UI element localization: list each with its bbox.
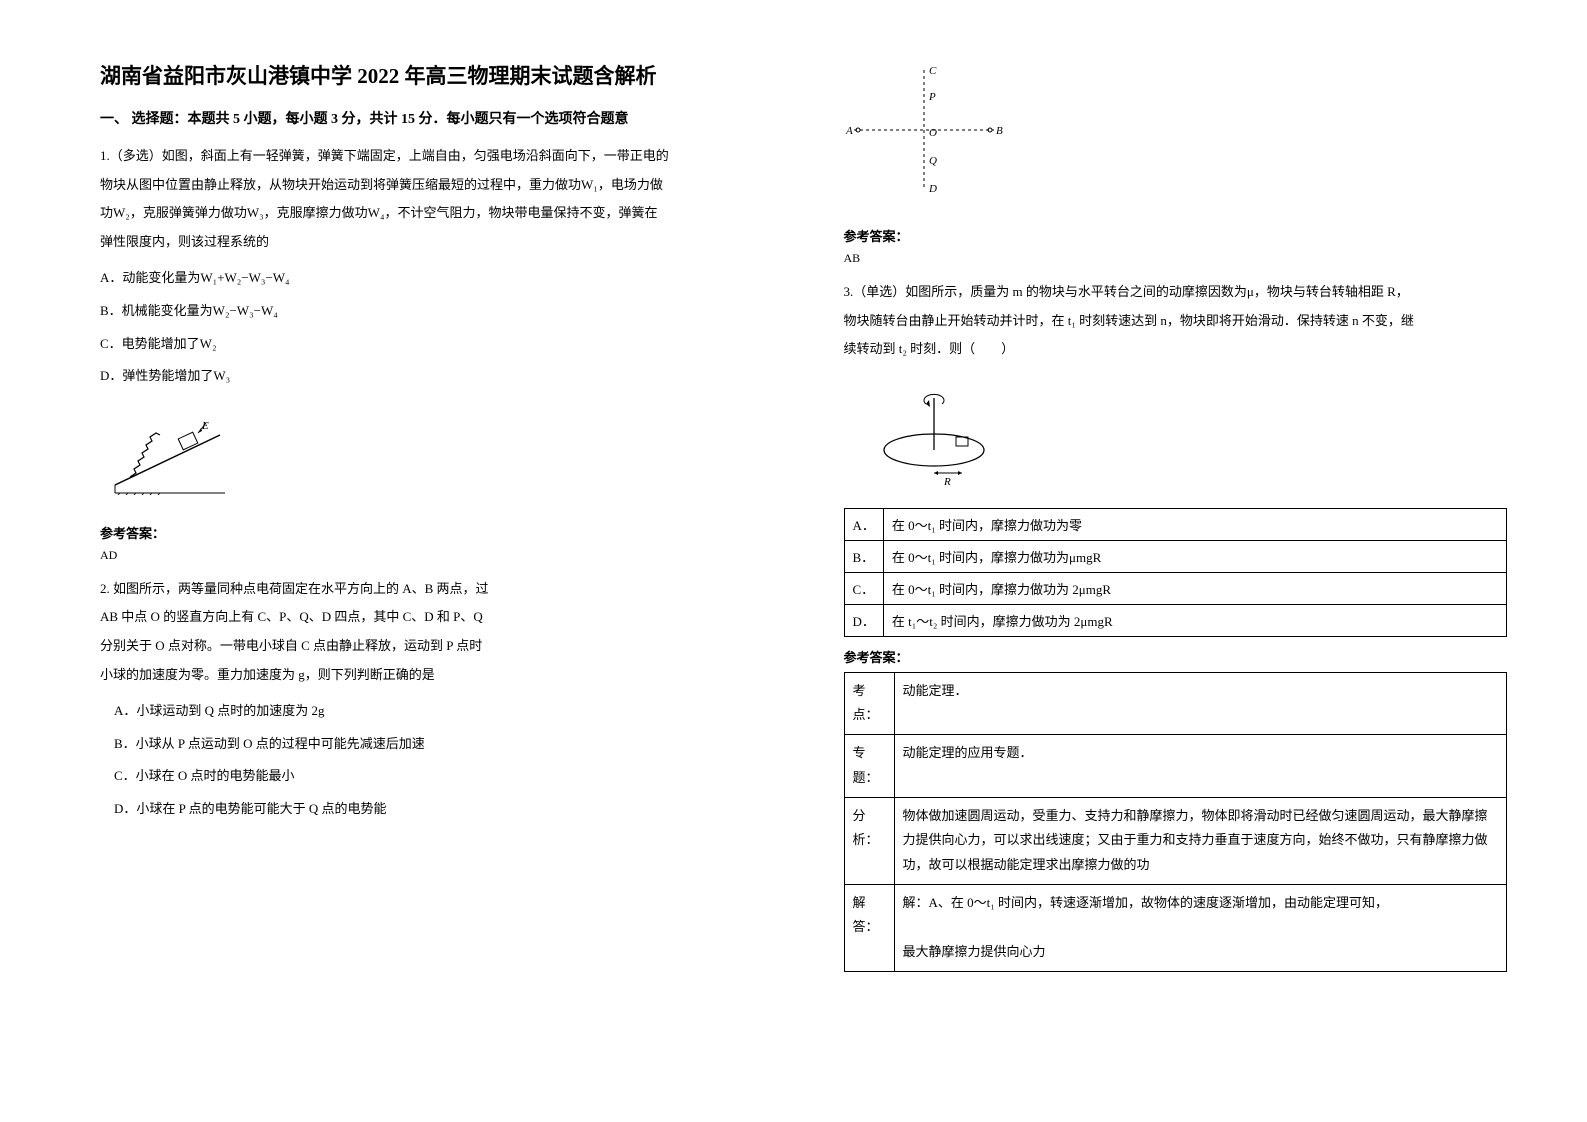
q3-analysis-table: 考点：动能定理． 专题：动能定理的应用专题． 分析：物体做加速圆周运动，受重力、… bbox=[844, 672, 1508, 972]
q1-option-c: C．电势能增加了W₂ bbox=[100, 330, 764, 359]
q3-stem: 3.（单选）如图所示，质量为 m 的物块与水平转台之间的动摩擦因数为μ，物块与转… bbox=[844, 278, 1508, 364]
label-A: A bbox=[845, 125, 853, 137]
label-O: O bbox=[929, 127, 937, 139]
q1-line1: 1.（多选）如图，斜面上有一轻弹簧，弹簧下端固定，上端自由，匀强电场沿斜面向下，… bbox=[100, 148, 669, 163]
q1-line3c: ，克服摩擦力做功 bbox=[264, 205, 368, 220]
q1-line2a: 物块从图中位置由静止释放，从物块开始运动到将弹簧压缩最短的过程中，重力做功 bbox=[100, 177, 581, 192]
q1-line3a: 功 bbox=[100, 205, 113, 220]
label-P: P bbox=[928, 91, 936, 103]
q3-options-table: A．在 0～t₁ 时间内，摩擦力做功为零 B．在 0～t₁ 时间内，摩擦力做功为… bbox=[844, 508, 1508, 637]
q2-diagram: A B C P O Q D bbox=[844, 60, 1004, 200]
row-header: 考点： bbox=[844, 672, 894, 734]
row-body: 解：A、在 0～t₁ 时间内，转速逐渐增加，故物体的速度逐渐增加，由动能定理可知… bbox=[894, 884, 1507, 971]
table-row: 解答：解：A、在 0～t₁ 时间内，转速逐渐增加，故物体的速度逐渐增加，由动能定… bbox=[844, 884, 1507, 971]
opt-label: C． bbox=[844, 572, 883, 604]
row-header: 解答： bbox=[844, 884, 894, 971]
row-body: 动能定理． bbox=[894, 672, 1507, 734]
row-header: 分析： bbox=[844, 797, 894, 884]
label-B: B bbox=[996, 125, 1003, 137]
q3-diagram: R bbox=[874, 380, 994, 490]
q2-l3: 分别关于 O 点对称。一带电小球自 C 点由静止释放，运动到 P 点时 bbox=[100, 638, 482, 653]
row-body: 动能定理的应用专题． bbox=[894, 735, 1507, 797]
q1-line3d: ，不计空气阻力，物块带电量保持不变，弹簧在 bbox=[384, 205, 657, 220]
opt-text: 在 0～t₁ 时间内，摩擦力做功为 2μmgR bbox=[883, 572, 1506, 604]
q3-l2: 物块随转台由静止开始转动并计时，在 t₁ 时刻转速达到 n，物块即将开始滑动．保… bbox=[844, 313, 1414, 328]
q1-answer-label: 参考答案： bbox=[100, 523, 764, 542]
q1-W3: W₃ bbox=[247, 205, 264, 220]
opt-label: B． bbox=[844, 540, 883, 572]
page-root: 湖南省益阳市灰山港镇中学 2022 年高三物理期末试题含解析 一、 选择题：本题… bbox=[0, 0, 1587, 1012]
row-header: 专题： bbox=[844, 735, 894, 797]
table-row: C．在 0～t₁ 时间内，摩擦力做功为 2μmgR bbox=[844, 572, 1507, 604]
table-row: B．在 0～t₁ 时间内，摩擦力做功为μmgR bbox=[844, 540, 1507, 572]
q1-W4: W₄ bbox=[368, 205, 385, 220]
q2-answer-label: 参考答案： bbox=[844, 226, 1508, 245]
q1-option-b: B．机械能变化量为W₂−W₃−W₄ bbox=[100, 297, 764, 326]
table-row: 专题：动能定理的应用专题． bbox=[844, 735, 1507, 797]
document-title: 湖南省益阳市灰山港镇中学 2022 年高三物理期末试题含解析 bbox=[100, 60, 764, 90]
q2-option-a: A．小球运动到 Q 点时的加速度为 2g bbox=[100, 697, 764, 726]
table-row: 分析：物体做加速圆周运动，受重力、支持力和静摩擦力，物体即将滑动时已经做匀速圆周… bbox=[844, 797, 1507, 884]
label-C: C bbox=[929, 65, 937, 77]
left-column: 湖南省益阳市灰山港镇中学 2022 年高三物理期末试题含解析 一、 选择题：本题… bbox=[100, 60, 764, 972]
q1-option-d: D．弹性势能增加了W₃ bbox=[100, 362, 764, 391]
table-row: A．在 0～t₁ 时间内，摩擦力做功为零 bbox=[844, 508, 1507, 540]
section-heading: 一、 选择题：本题共 5 小题，每小题 3 分，共计 15 分．每小题只有一个选… bbox=[100, 108, 764, 128]
table-row: D．在 t₁～t₂ 时间内，摩擦力做功为 2μmgR bbox=[844, 604, 1507, 636]
label-Q: Q bbox=[929, 155, 937, 167]
q2-l4: 小球的加速度为零。重力加速度为 g，则下列判断正确的是 bbox=[100, 667, 435, 682]
svg-text:E: E bbox=[201, 420, 209, 432]
q1-W2: W₂ bbox=[113, 205, 130, 220]
right-column: A B C P O Q D 参考答案： AB 3.（单选）如图所示，质量为 m … bbox=[844, 60, 1508, 972]
q1-W1: W₁ bbox=[581, 177, 598, 192]
label-R: R bbox=[943, 476, 951, 488]
row-body: 物体做加速圆周运动，受重力、支持力和静摩擦力，物体即将滑动时已经做匀速圆周运动，… bbox=[894, 797, 1507, 884]
q2-answer: AB bbox=[844, 251, 1508, 266]
label-D: D bbox=[928, 183, 937, 195]
q2-l2: AB 中点 O 的竖直方向上有 C、P、Q、D 四点，其中 C、D 和 P、Q bbox=[100, 609, 483, 624]
opt-text: 在 0～t₁ 时间内，摩擦力做功为μmgR bbox=[883, 540, 1506, 572]
q3-l1: 3.（单选）如图所示，质量为 m 的物块与水平转台之间的动摩擦因数为μ，物块与转… bbox=[844, 284, 1409, 299]
q1-spring-diagram: E bbox=[110, 405, 230, 495]
q2-option-b: B．小球从 P 点运动到 O 点的过程中可能先减速后加速 bbox=[100, 730, 764, 759]
q1-answer: AD bbox=[100, 548, 764, 563]
q2-l1: 2. 如图所示，两等量同种点电荷固定在水平方向上的 A、B 两点，过 bbox=[100, 581, 489, 596]
opt-text: 在 t₁～t₂ 时间内，摩擦力做功为 2μmgR bbox=[883, 604, 1506, 636]
q1-stem: 1.（多选）如图，斜面上有一轻弹簧，弹簧下端固定，上端自由，匀强电场沿斜面向下，… bbox=[100, 142, 764, 256]
q3-answer-label: 参考答案： bbox=[844, 647, 1508, 666]
q1-line3b: ，克服弹簧弹力做功 bbox=[130, 205, 247, 220]
opt-label: D． bbox=[844, 604, 883, 636]
opt-label: A． bbox=[844, 508, 883, 540]
table-row: 考点：动能定理． bbox=[844, 672, 1507, 734]
q2-option-c: C．小球在 O 点时的电势能最小 bbox=[100, 762, 764, 791]
opt-text: 在 0～t₁ 时间内，摩擦力做功为零 bbox=[883, 508, 1506, 540]
q1-line2b: ，电场力做 bbox=[598, 177, 663, 192]
q2-option-d: D．小球在 P 点的电势能可能大于 Q 点的电势能 bbox=[100, 795, 764, 824]
q3-l3: 续转动到 t₂ 时刻．则（ ） bbox=[844, 341, 1015, 356]
q1-option-a: A．动能变化量为W₁+W₂−W₃−W₄ bbox=[100, 264, 764, 293]
q2-stem: 2. 如图所示，两等量同种点电荷固定在水平方向上的 A、B 两点，过 AB 中点… bbox=[100, 575, 764, 689]
q1-line4: 弹性限度内，则该过程系统的 bbox=[100, 234, 269, 249]
